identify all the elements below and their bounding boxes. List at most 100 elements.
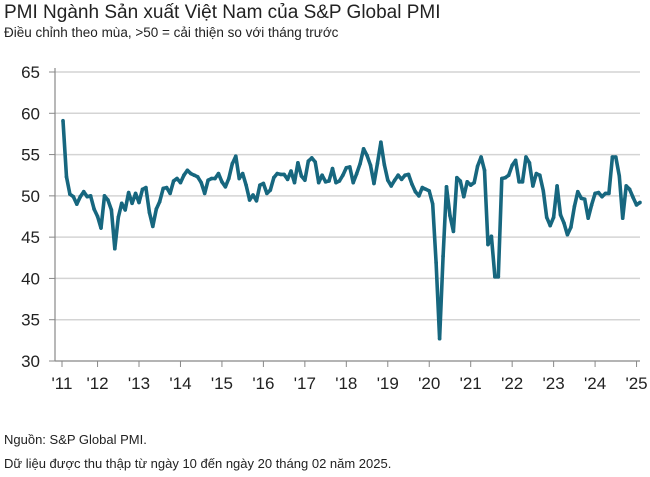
chart-subtitle: Điều chỉnh theo mùa, >50 = cải thiện so … bbox=[4, 25, 339, 40]
data-point bbox=[175, 176, 179, 181]
data-point bbox=[220, 180, 224, 184]
data-point bbox=[455, 175, 459, 180]
x-tick-label: '21 bbox=[460, 374, 482, 393]
data-point bbox=[251, 193, 255, 197]
data-point bbox=[420, 185, 425, 190]
data-point bbox=[265, 191, 269, 196]
data-point bbox=[285, 177, 290, 182]
data-point bbox=[569, 225, 573, 230]
data-point bbox=[586, 216, 590, 220]
data-point bbox=[461, 194, 466, 199]
data-point bbox=[320, 173, 324, 178]
data-point bbox=[289, 169, 293, 173]
x-tick-label: '18 bbox=[335, 374, 357, 393]
data-point bbox=[382, 162, 387, 167]
data-point bbox=[541, 189, 546, 193]
data-point bbox=[576, 189, 580, 194]
data-point bbox=[202, 191, 207, 196]
data-point bbox=[513, 158, 518, 163]
x-tick-label: '23 bbox=[543, 374, 565, 393]
data-point bbox=[306, 159, 311, 163]
x-tick-label: '13 bbox=[128, 374, 150, 393]
data-point bbox=[230, 161, 235, 166]
data-point bbox=[534, 171, 539, 176]
data-point bbox=[551, 215, 556, 220]
data-point bbox=[75, 202, 79, 206]
data-point bbox=[178, 180, 183, 185]
data-point bbox=[603, 191, 608, 196]
data-point bbox=[313, 160, 318, 164]
y-tick-label: 35 bbox=[21, 311, 40, 330]
data-point bbox=[151, 224, 155, 229]
data-point bbox=[565, 232, 570, 237]
data-point bbox=[548, 223, 552, 228]
data-point bbox=[327, 179, 331, 183]
data-point bbox=[147, 210, 152, 215]
data-point bbox=[468, 183, 473, 187]
data-point bbox=[341, 173, 345, 178]
chart-title: PMI Ngành Sản xuất Việt Nam của S&P Glob… bbox=[4, 2, 441, 23]
data-point bbox=[423, 187, 428, 192]
data-point bbox=[185, 168, 190, 173]
data-point bbox=[441, 254, 445, 258]
data-point bbox=[524, 155, 528, 159]
data-point bbox=[375, 161, 380, 166]
data-point bbox=[527, 161, 532, 165]
data-point bbox=[78, 194, 83, 199]
data-point bbox=[579, 196, 584, 201]
data-point bbox=[493, 274, 497, 279]
x-tick-label: '24 bbox=[584, 374, 606, 393]
data-point bbox=[126, 190, 131, 195]
data-point bbox=[161, 186, 165, 191]
data-point bbox=[95, 214, 100, 219]
data-point bbox=[237, 176, 242, 181]
data-point bbox=[278, 172, 283, 177]
data-point bbox=[489, 234, 494, 239]
data-point bbox=[572, 204, 577, 209]
data-point bbox=[558, 213, 563, 217]
data-point bbox=[240, 171, 245, 176]
data-point bbox=[406, 172, 411, 177]
data-point bbox=[164, 185, 169, 190]
y-tick-label: 50 bbox=[21, 187, 40, 206]
x-tick-label: '22 bbox=[501, 374, 523, 393]
data-point bbox=[330, 166, 335, 171]
data-point bbox=[268, 188, 273, 192]
data-point bbox=[61, 118, 65, 123]
data-point bbox=[361, 146, 366, 151]
data-point bbox=[593, 191, 597, 196]
data-point bbox=[123, 208, 127, 212]
data-point bbox=[600, 194, 604, 199]
data-point bbox=[496, 274, 501, 279]
data-point bbox=[506, 173, 511, 178]
data-point bbox=[216, 171, 221, 176]
data-point bbox=[620, 216, 625, 220]
data-point bbox=[227, 176, 231, 181]
data-point bbox=[316, 180, 321, 185]
data-point bbox=[430, 202, 435, 206]
y-tick-label: 55 bbox=[21, 146, 40, 165]
data-point bbox=[617, 174, 622, 178]
data-point bbox=[614, 155, 618, 159]
x-tick-label: '12 bbox=[86, 374, 108, 393]
data-point bbox=[444, 184, 449, 189]
data-point bbox=[296, 161, 300, 165]
data-point bbox=[323, 180, 328, 184]
x-tick-label: '17 bbox=[294, 374, 316, 393]
data-point bbox=[589, 203, 594, 207]
data-point bbox=[354, 171, 359, 176]
data-point bbox=[562, 221, 566, 225]
data-point bbox=[499, 176, 504, 181]
data-point bbox=[171, 179, 176, 183]
data-point bbox=[610, 155, 615, 159]
data-point bbox=[258, 183, 262, 187]
y-tick-label: 60 bbox=[21, 104, 40, 123]
data-point bbox=[140, 187, 145, 192]
data-point bbox=[475, 164, 480, 168]
data-point bbox=[465, 180, 470, 184]
data-point bbox=[109, 208, 114, 212]
data-point bbox=[368, 163, 373, 168]
x-tick-label: '14 bbox=[169, 374, 191, 393]
data-point bbox=[365, 153, 369, 158]
